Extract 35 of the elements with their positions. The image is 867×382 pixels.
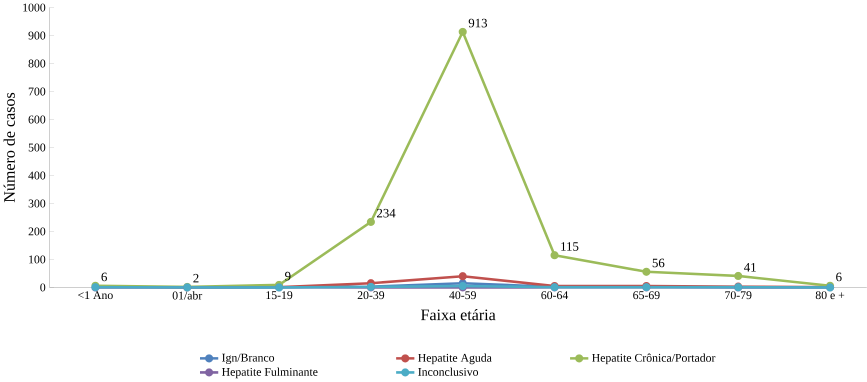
y-tick-label: 0	[40, 284, 46, 292]
legend-label: Hepatite Aguda	[418, 354, 492, 364]
y-tick-label: 300	[28, 200, 46, 208]
y-tick-label: 500	[28, 144, 46, 152]
x-tick-label: 80 e +	[816, 291, 844, 300]
y-tick-label: 1000	[23, 4, 46, 12]
legend-label: Hepatite Crônica/Portador	[592, 354, 716, 364]
x-tick-label: 15-19	[266, 291, 292, 300]
y-tick-label: 700	[28, 88, 46, 96]
x-axis-title: Faixa etária	[421, 309, 496, 320]
legend-label: Inconclusivo	[418, 368, 478, 376]
data-label: 913	[468, 18, 488, 28]
y-tick-label: 100	[29, 256, 46, 264]
x-tick-label: <1 Ano	[78, 291, 113, 300]
y-tick-label: 800	[28, 60, 46, 68]
x-tick-label: 70-79	[725, 291, 752, 300]
y-axis-title: Número de casos	[4, 93, 15, 202]
x-tick-label: 60-64	[541, 291, 568, 300]
data-label: 6	[102, 272, 107, 282]
data-label: 41	[744, 263, 756, 272]
y-tick-label: 900	[28, 32, 46, 40]
y-tick-label: 200	[28, 228, 46, 236]
x-tick-label: 65-69	[633, 291, 660, 300]
data-label: 2	[193, 274, 198, 283]
data-label: 115	[561, 242, 578, 251]
data-label: 6	[836, 272, 842, 282]
data-label: 56	[652, 258, 664, 268]
y-tick-label: 600	[28, 116, 46, 124]
legend-label: Ign/Branco	[222, 354, 274, 364]
data-label: 234	[377, 209, 396, 218]
x-tick-label: 40-59	[449, 291, 476, 300]
x-tick-label: 01/abr	[172, 291, 202, 300]
legend-label: Hepatite Fulminante	[222, 368, 318, 378]
x-tick-label: 20-39	[358, 291, 384, 300]
y-tick-label: 400	[28, 172, 46, 180]
